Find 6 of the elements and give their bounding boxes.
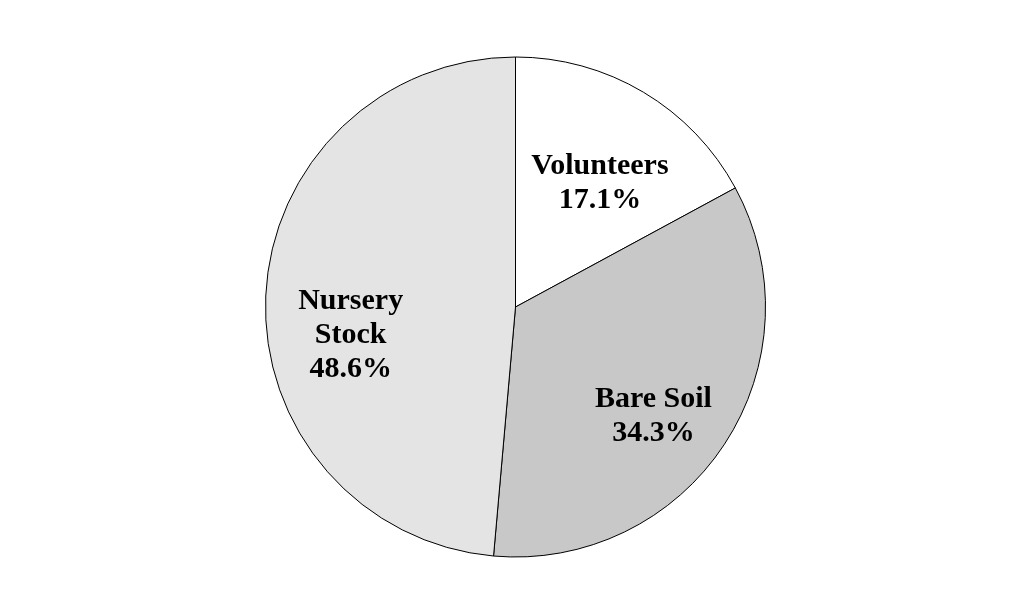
data-label: 17.1% xyxy=(558,181,642,215)
slice-label: Bare Soil xyxy=(594,379,712,413)
data-label: 34.3% xyxy=(612,413,695,447)
data-label: 48.6% xyxy=(309,349,392,383)
slice-label: Volunteers xyxy=(531,147,669,181)
slice-label: Nursery Stock xyxy=(298,281,404,349)
